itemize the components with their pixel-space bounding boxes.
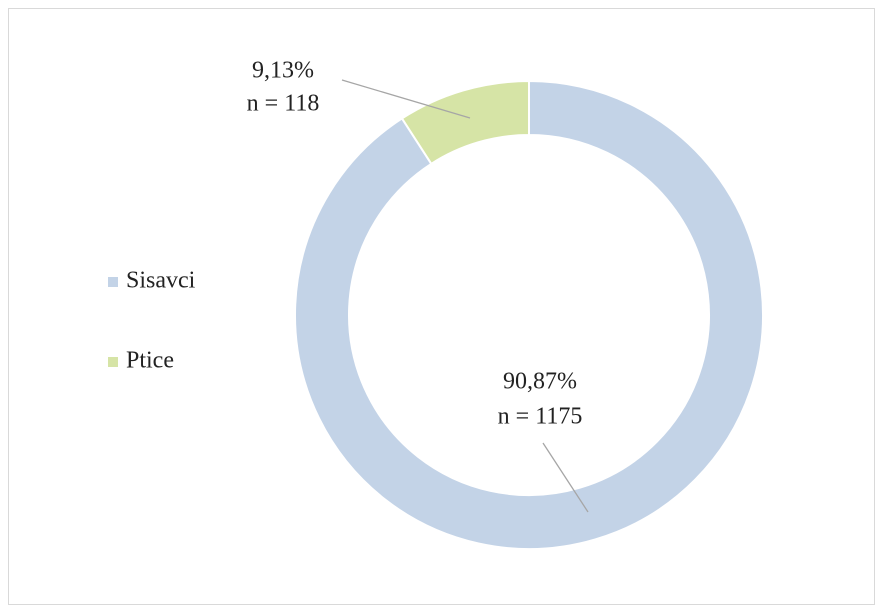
leader-line	[341, 79, 471, 119]
data-label: 90,87%	[503, 369, 577, 395]
count-label: n = 118	[247, 91, 320, 117]
legend-swatch	[108, 277, 118, 287]
legend-label: Ptice	[126, 348, 174, 374]
donut-slice	[294, 79, 764, 550]
legend-label: Sisavci	[126, 268, 196, 294]
leader-line	[542, 442, 589, 513]
data-label: 9,13%	[252, 58, 314, 84]
count-label: n = 1175	[498, 404, 583, 430]
donut-slice	[400, 79, 530, 166]
legend-swatch	[108, 357, 118, 367]
